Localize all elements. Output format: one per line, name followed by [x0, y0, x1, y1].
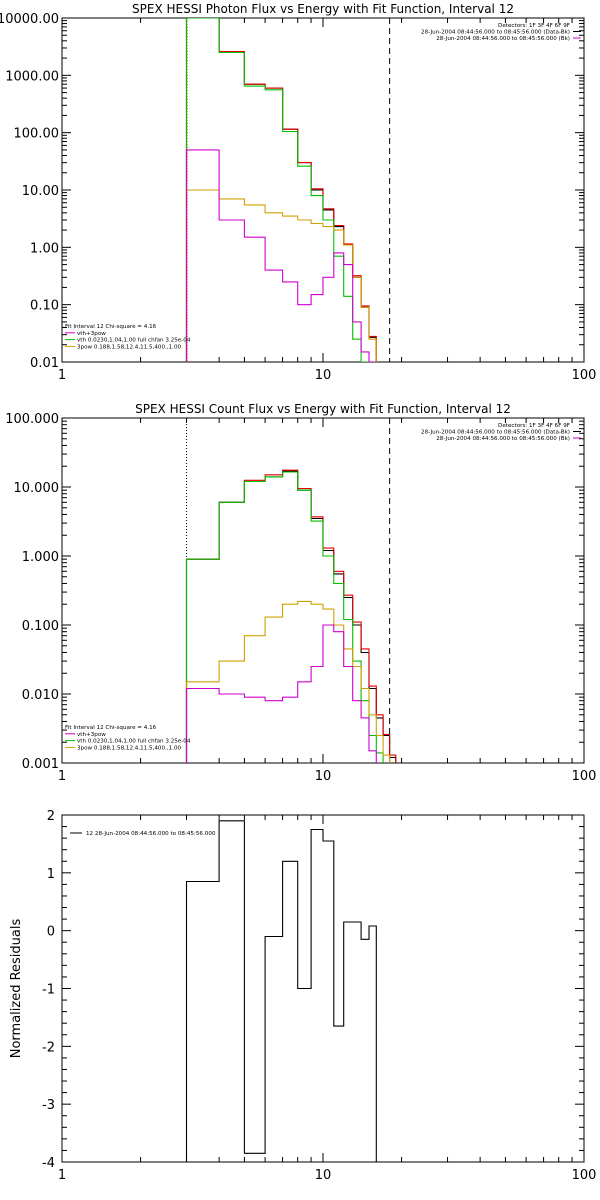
header-annotation: 28-Jun-2004 08:44:56.000 to 08:45:56.000… — [436, 436, 570, 442]
series-line-vth — [185, 18, 377, 362]
series-line-bk — [185, 624, 377, 763]
series-line-3pow — [185, 600, 391, 763]
y-tick-label: 0.010 — [22, 688, 59, 703]
y-tick-label: 1.00 — [30, 241, 59, 256]
y-tick-label: -3 — [42, 1098, 55, 1113]
y-tick-label: 0.10 — [30, 299, 59, 314]
y-tick-label: 0.01 — [30, 356, 59, 371]
legend-entry: 12 28-Jun-2004 08:44:56.000 to 08:45:56.… — [86, 831, 216, 837]
chart-title: SPEX HESSI Photon Flux vs Energy with Fi… — [132, 2, 514, 16]
x-tick-label: 100 — [572, 1168, 597, 1183]
header-annotation: Detectors: 1F 3F 4F 6F 9F — [498, 23, 570, 29]
header-annotation: 28-Jun-2004 08:44:56.000 to 08:45:56.000… — [421, 430, 570, 436]
plot-frame — [61, 814, 585, 1163]
y-tick-label: 2 — [47, 809, 55, 824]
x-tick-label: 10 — [315, 1168, 332, 1183]
y-tick-label: 10.000 — [14, 481, 60, 496]
y-tick-label: 0.001 — [22, 757, 59, 772]
y-tick-label: 1.000 — [22, 550, 59, 565]
series-line-bk — [185, 149, 377, 362]
x-tick-label: 100 — [572, 368, 597, 383]
y-tick-label: 10000.00 — [0, 12, 59, 27]
chart-panel-1: SPEX HESSI Photon Flux vs Energy with Fi… — [0, 2, 596, 383]
series-line-data-bk — [185, 470, 397, 763]
series-line-3pow — [185, 189, 377, 362]
header-annotation: Detectors: 1F 3F 4F 6F 9F — [498, 423, 570, 429]
x-tick-label: 1 — [58, 368, 66, 383]
y-tick-label: 1 — [47, 867, 55, 882]
y-tick-label: 100.00 — [14, 127, 60, 142]
series-line-vth-3pow — [185, 469, 397, 763]
legend-entry: Fit Interval 12 Chi-square = 4.16 — [65, 324, 157, 330]
x-tick-label: 10 — [315, 368, 332, 383]
y-tick-label: -1 — [42, 983, 55, 998]
y-tick-label: 0 — [47, 925, 55, 940]
y-axis-label: Normalized Residuals — [9, 919, 24, 1059]
legend-entry: vth+3pow — [77, 732, 106, 738]
legend-entry: 3pow 0.188,1.58,12.4,11.5,400.,1.00 — [77, 745, 182, 751]
legend-entry: vth 0.0230,1.04,1.00 full chfan 3.25e-04 — [77, 338, 191, 344]
y-tick-label: 100.000 — [5, 412, 59, 427]
series-line-residuals — [185, 820, 384, 1162]
header-annotation: 28-Jun-2004 08:44:56.000 to 08:45:56.000… — [421, 30, 570, 36]
series-line-vth — [185, 471, 384, 763]
legend-entry: Fit Interval 12 Chi-square = 4.16 — [65, 725, 157, 731]
legend-entry: vth 0.0230,1.04,1.00 full chfan 3.25e-04 — [77, 739, 191, 745]
chart-title: SPEX HESSI Count Flux vs Energy with Fit… — [135, 402, 511, 416]
y-tick-label: 0.100 — [22, 619, 59, 634]
x-tick-label: 1 — [58, 1168, 66, 1183]
header-annotation: 28-Jun-2004 08:44:56.000 to 08:45:56.000… — [436, 36, 570, 42]
y-tick-label: 10.00 — [22, 184, 59, 199]
y-tick-label: -4 — [42, 1156, 55, 1171]
legend-entry: 3pow 0.188,1.58,12.4,11.5,400.,1.00 — [77, 344, 182, 350]
legend-entry: vth+3pow — [77, 331, 106, 337]
plot-frame — [61, 417, 585, 764]
y-tick-label: 1000.00 — [5, 69, 59, 84]
y-tick-label: -2 — [42, 1040, 55, 1055]
x-tick-label: 100 — [572, 769, 597, 784]
chart-panel-2: SPEX HESSI Count Flux vs Energy with Fit… — [5, 402, 596, 784]
x-tick-label: 10 — [315, 769, 332, 784]
x-tick-label: 1 — [58, 769, 66, 784]
